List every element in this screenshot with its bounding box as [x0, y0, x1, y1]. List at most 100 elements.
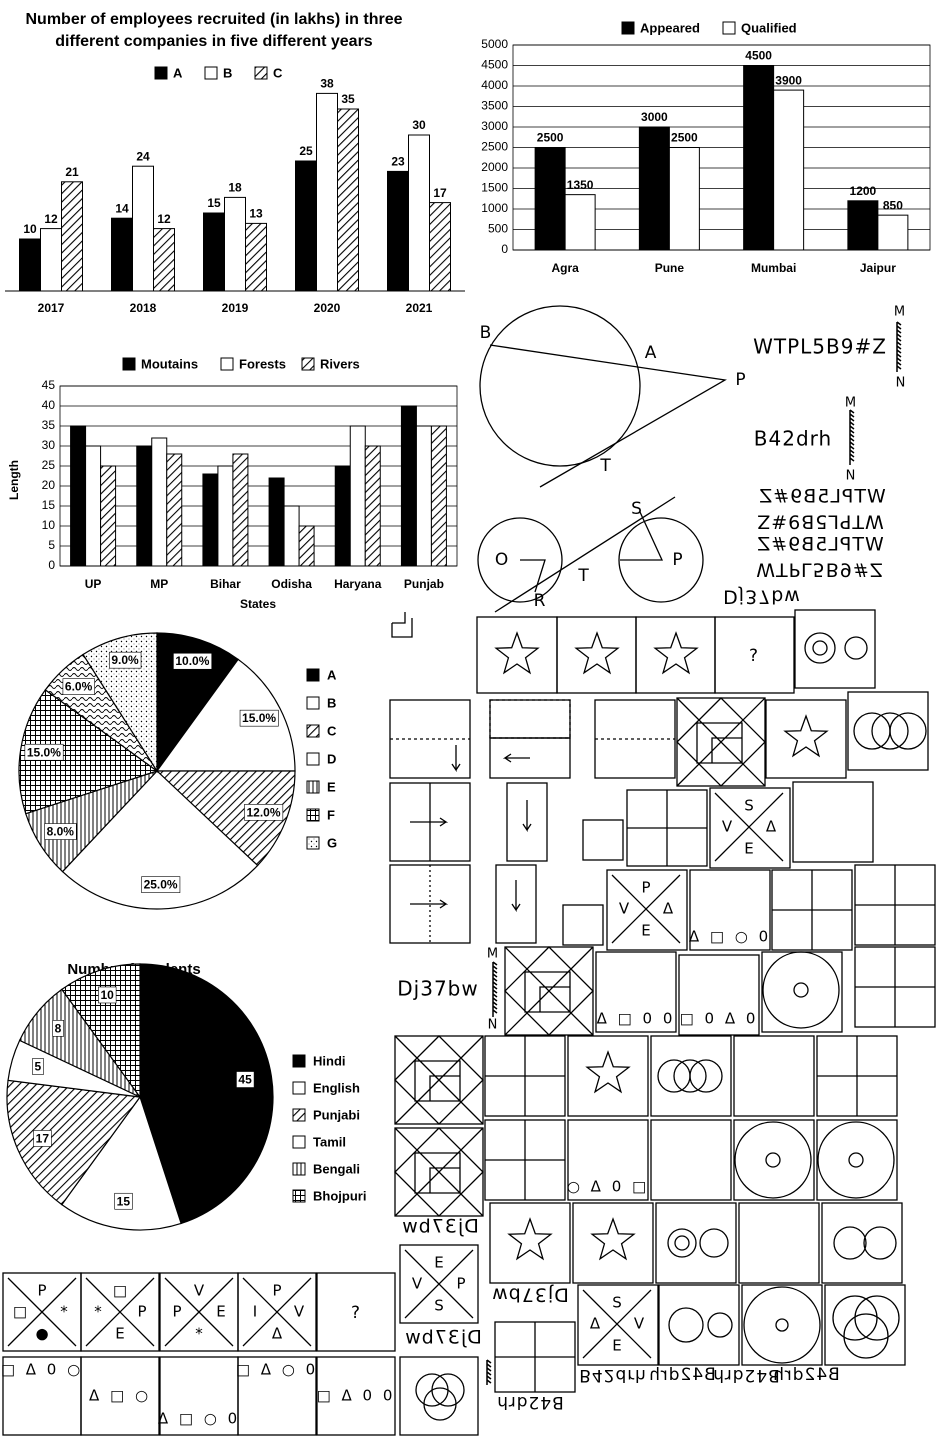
bar: [40, 228, 62, 292]
x-tick-label: Haryana: [334, 577, 382, 591]
bar: [400, 405, 417, 567]
cross-label: S: [434, 1297, 444, 1315]
cross-label: E: [115, 1325, 124, 1343]
cross-label: S: [744, 797, 754, 815]
figure-quadrants: [627, 790, 707, 866]
bar: [132, 165, 154, 292]
x-tick-label: Pune: [655, 261, 685, 275]
pie-slice: [60, 963, 141, 1099]
data-label-box: [62, 678, 95, 695]
figure-circle: [843, 1313, 889, 1359]
y-tick-label: 3000: [481, 119, 508, 133]
y-tick-label: 20: [42, 478, 56, 492]
data-label: 12.0%: [246, 805, 280, 819]
mirror-line: [896, 321, 902, 372]
y-tick-label: 25: [42, 458, 56, 472]
figure-box: [567, 1119, 649, 1201]
bar: [564, 194, 596, 251]
bar: [337, 108, 359, 292]
figure-star: [507, 1217, 553, 1261]
data-label-box: [173, 652, 213, 670]
figure-star: [574, 631, 620, 675]
data-label-box: [141, 876, 181, 893]
figure-text: T: [577, 566, 589, 586]
figure-box: [489, 1202, 571, 1284]
legend-swatch: [292, 1162, 306, 1176]
cross-label: Δ: [663, 900, 674, 918]
data-label: 25: [299, 144, 313, 158]
data-label: 12: [157, 212, 171, 226]
cross-label: □: [13, 1303, 27, 1321]
figure-text: P: [672, 550, 683, 570]
legend-label: Tamil: [313, 1134, 346, 1149]
x-tick-label: Mumbai: [751, 261, 796, 275]
figure-text: M: [845, 396, 857, 411]
data-label: 14: [115, 201, 129, 215]
data-label-box: [98, 986, 117, 1004]
figure-circle: [871, 712, 909, 750]
legend-swatch: [306, 780, 320, 794]
cross-label: P: [172, 1303, 181, 1321]
data-label-box: [244, 804, 284, 821]
bar: [743, 65, 775, 251]
legend-swatch: [306, 724, 320, 738]
bar: [295, 160, 317, 292]
figure-box: [650, 1119, 732, 1201]
figure-text: Dj37bw: [397, 977, 478, 1001]
cross-lines: [85, 1277, 155, 1347]
bar: [349, 425, 366, 567]
figure-lines: [504, 946, 594, 1036]
figure-circle: [817, 1121, 895, 1199]
bar: [217, 465, 234, 567]
y-tick-label: 0: [501, 242, 508, 256]
figure-circle: [707, 1312, 733, 1338]
data-label: 6.0%: [65, 680, 93, 694]
data-label: 45: [238, 1073, 252, 1087]
legend-label: Forests: [239, 356, 286, 371]
bar: [847, 200, 879, 251]
data-label: 10: [23, 222, 37, 236]
y-tick-label: 4500: [481, 58, 508, 72]
figure-text: T: [599, 456, 611, 476]
figure-text: N: [896, 376, 907, 391]
figure-box: [794, 609, 876, 689]
figure-text: ?: [749, 646, 759, 666]
x-tick-label: 2020: [314, 301, 341, 315]
legend-label: E: [327, 779, 336, 794]
bar: [773, 89, 805, 251]
legend-label: F: [327, 807, 335, 822]
figure-text: Dj37bw: [723, 586, 801, 608]
figure-box: [80, 1356, 160, 1436]
diagram-circle: [477, 517, 563, 603]
figure-circle: [668, 1307, 704, 1343]
bar: [387, 170, 409, 292]
legend-swatch: [204, 66, 218, 80]
cross-label: *: [195, 1325, 203, 1343]
legend-swatch: [722, 21, 736, 35]
figure-box: [689, 869, 771, 951]
figure-box: [824, 1284, 906, 1366]
figure-box: [847, 691, 929, 771]
y-tick-label: 10: [42, 518, 56, 532]
figure-box: [821, 1202, 903, 1284]
y-tick-label: 1500: [481, 181, 508, 195]
data-label: 13: [249, 207, 263, 221]
figure-box: [738, 1202, 820, 1284]
cross-label: V: [634, 1315, 645, 1333]
cross-label: V: [412, 1275, 423, 1293]
shape-row: □ 0 Δ 0: [680, 1010, 759, 1028]
data-label: 10.0%: [175, 654, 209, 668]
bar: [638, 126, 670, 251]
bar: [136, 445, 153, 567]
figure-circle: [832, 1295, 878, 1341]
figure-box: [733, 1035, 815, 1117]
plot-frame: [59, 385, 458, 567]
figure-text: ?: [351, 1303, 361, 1323]
bar: [100, 465, 117, 567]
figure-text: N: [488, 1018, 499, 1033]
x-tick-label: 2018: [130, 301, 157, 315]
shape-row: ○ Δ 0 □: [567, 1178, 649, 1196]
figure-text: WTPL5B9#Z: [753, 335, 887, 359]
bar: [151, 437, 168, 567]
